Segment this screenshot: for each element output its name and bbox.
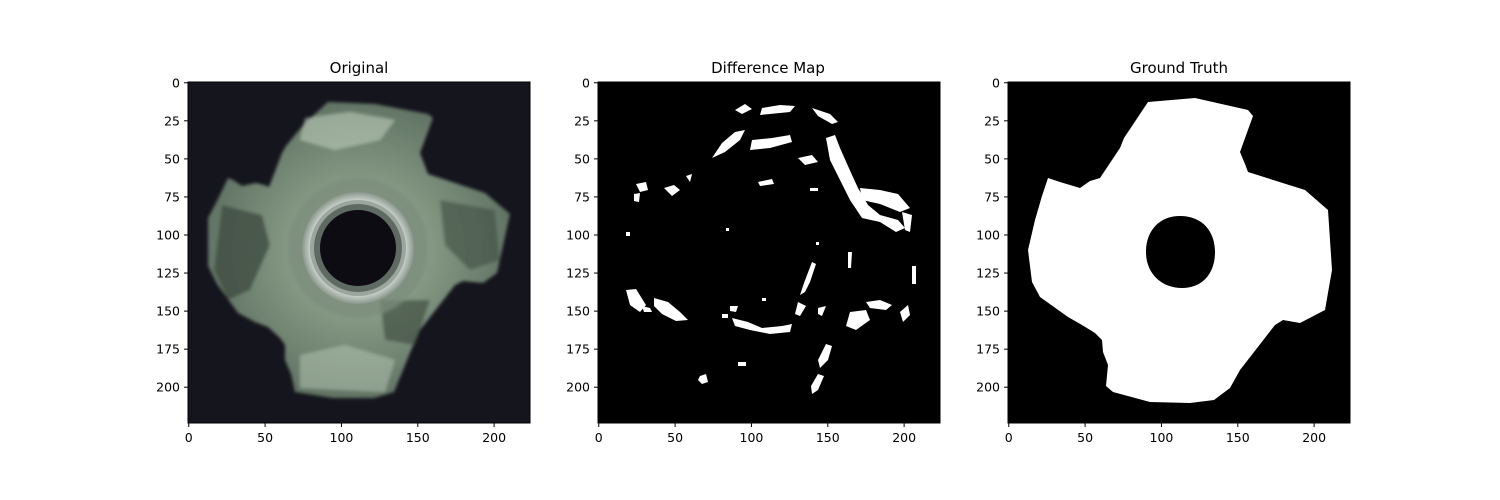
y-tick-label: 0 [172,75,180,90]
x-tick-label: 50 [667,430,683,445]
y-tick-label: 125 [156,266,180,281]
y-tick-label: 25 [574,113,590,128]
difference-map-image [598,82,940,423]
axes-frame [187,81,531,424]
x-tick-label: 100 [1150,430,1174,445]
y-tick-label: 175 [566,342,590,357]
x-tick-label: 0 [595,430,603,445]
x-tick-label: 150 [406,430,430,445]
y-tick-label: 125 [566,266,590,281]
panel-title-difference-map: Difference Map [711,59,825,77]
y-tick-label: 150 [156,304,180,319]
panel-original: Original 0 50 100 150 200 0 25 50 75 100 125 150 17… [156,59,531,445]
y-tick-label: 175 [976,342,1000,357]
y-tick-label: 50 [164,151,180,166]
y-tick-label: 0 [992,75,1000,90]
original-image [188,82,530,423]
y-tick-label: 150 [566,304,590,319]
x-tick-label: 50 [257,430,273,445]
y-tick-label: 200 [976,380,1000,395]
y-tick-label: 75 [164,189,180,204]
axes-frame [1007,81,1351,424]
x-tick-label: 100 [330,430,354,445]
x-tick-label: 200 [892,430,916,445]
y-tick-label: 50 [984,151,1000,166]
x-tick-label: 50 [1077,430,1093,445]
y-tick-label: 100 [566,227,590,242]
panel-ground-truth: Ground Truth 0 50 100 150 200 0 25 50 75 100 125 1… [976,59,1351,445]
y-tick-label: 125 [976,266,1000,281]
y-tick-label: 100 [976,227,1000,242]
panel-title-original: Original [330,59,389,77]
panel-title-ground-truth: Ground Truth [1130,59,1228,77]
y-tick-label: 175 [156,342,180,357]
y-tick-label: 150 [976,304,1000,319]
x-tick-label: 0 [185,430,193,445]
y-tick-label: 50 [574,151,590,166]
x-tick-label: 0 [1005,430,1013,445]
x-tick-label: 150 [1226,430,1250,445]
y-tick-label: 200 [156,380,180,395]
panel-difference-map: Difference Map [566,59,941,445]
y-tick-label: 100 [156,227,180,242]
ground-truth-mask [1028,98,1332,403]
y-tick-label: 25 [984,113,1000,128]
x-tick-label: 100 [740,430,764,445]
y-tick-label: 75 [574,189,590,204]
ground-truth-image [1008,82,1350,423]
y-tick-label: 25 [164,113,180,128]
x-tick-label: 150 [816,430,840,445]
y-tick-label: 0 [582,75,590,90]
axes-frame [597,81,941,424]
y-tick-label: 75 [984,189,1000,204]
y-tick-label: 200 [566,380,590,395]
nut-hole [320,210,396,286]
x-tick-label: 200 [1302,430,1326,445]
x-tick-label: 200 [482,430,506,445]
